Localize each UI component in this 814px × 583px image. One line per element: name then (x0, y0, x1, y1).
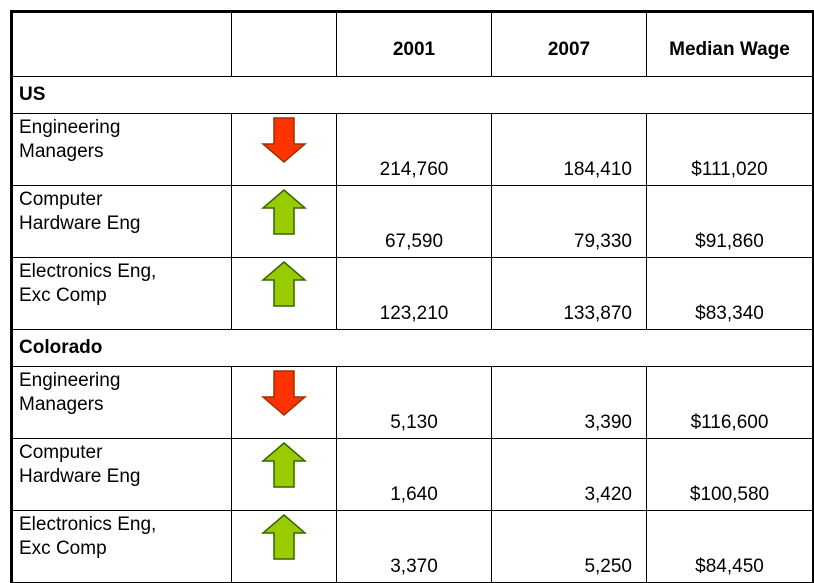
value-cell: 184,410 (491, 113, 647, 186)
arrow-shape (260, 117, 308, 163)
value-cell: 5,250 (491, 510, 647, 583)
value-cell: 133,870 (491, 257, 647, 330)
arrow-shape (260, 442, 308, 488)
header-cell (231, 11, 337, 77)
column-header: 2007 (491, 11, 647, 77)
down-arrow (260, 117, 308, 163)
section-title: US (11, 76, 814, 114)
data-row: Engineering Managers 214,760 184,410 $111,0… (11, 113, 814, 186)
value-cell: 79,330 (491, 185, 647, 258)
value-cell: 214,760 (336, 113, 492, 186)
value-cell: $116,600 (646, 366, 814, 439)
value-cell: 3,370 (336, 510, 492, 583)
value-cell: 3,420 (491, 438, 647, 511)
row-label: Engineering Managers (11, 113, 232, 186)
row-label: Electronics Eng, Exc Comp (11, 257, 232, 330)
value-cell: $111,020 (646, 113, 814, 186)
header-cell (11, 11, 232, 77)
trend-cell (231, 113, 337, 186)
arrow-shape (260, 514, 308, 560)
data-row: Electronics Eng, Exc Comp 3,370 5,250 $84,4… (11, 510, 814, 583)
section-title: Colorado (11, 329, 814, 367)
trend-cell (231, 257, 337, 330)
up-arrow (260, 261, 308, 307)
down-arrow (260, 370, 308, 416)
table-body: 2001 2007 Median Wage US Engineering Manager… (11, 11, 814, 583)
up-arrow (260, 514, 308, 560)
value-cell: 67,590 (336, 185, 492, 258)
section-row: US (11, 76, 814, 114)
arrow-shape (260, 370, 308, 416)
trend-cell (231, 366, 337, 439)
data-row: Engineering Managers 5,130 3,390 $116,600 (11, 366, 814, 439)
data-row: Computer Hardware Eng 67,590 79,330 $91,860 (11, 185, 814, 258)
trend-cell (231, 510, 337, 583)
trend-cell (231, 438, 337, 511)
row-label: Electronics Eng, Exc Comp (11, 510, 232, 583)
value-cell: $83,340 (646, 257, 814, 330)
row-label: Engineering Managers (11, 366, 232, 439)
value-cell: $91,860 (646, 185, 814, 258)
up-arrow (260, 189, 308, 235)
value-cell: $84,450 (646, 510, 814, 583)
value-cell: $100,580 (646, 438, 814, 511)
section-row: Colorado (11, 329, 814, 367)
column-header: 2001 (336, 11, 492, 77)
value-cell: 123,210 (336, 257, 492, 330)
value-cell: 5,130 (336, 366, 492, 439)
row-label: Computer Hardware Eng (11, 185, 232, 258)
value-cell: 1,640 (336, 438, 492, 511)
data-row: Electronics Eng, Exc Comp 123,210 133,870 $… (11, 257, 814, 330)
row-label: Computer Hardware Eng (11, 438, 232, 511)
page: 2001 2007 Median Wage US Engineering Manager… (10, 10, 814, 583)
data-row: Computer Hardware Eng 1,640 3,420 $100,580 (11, 438, 814, 511)
data-table: 2001 2007 Median Wage US Engineering Manager… (10, 10, 814, 583)
value-cell: 3,390 (491, 366, 647, 439)
column-header: Median Wage (646, 11, 814, 77)
trend-cell (231, 185, 337, 258)
arrow-shape (260, 189, 308, 235)
header-row: 2001 2007 Median Wage (11, 11, 814, 77)
arrow-shape (260, 261, 308, 307)
up-arrow (260, 442, 308, 488)
